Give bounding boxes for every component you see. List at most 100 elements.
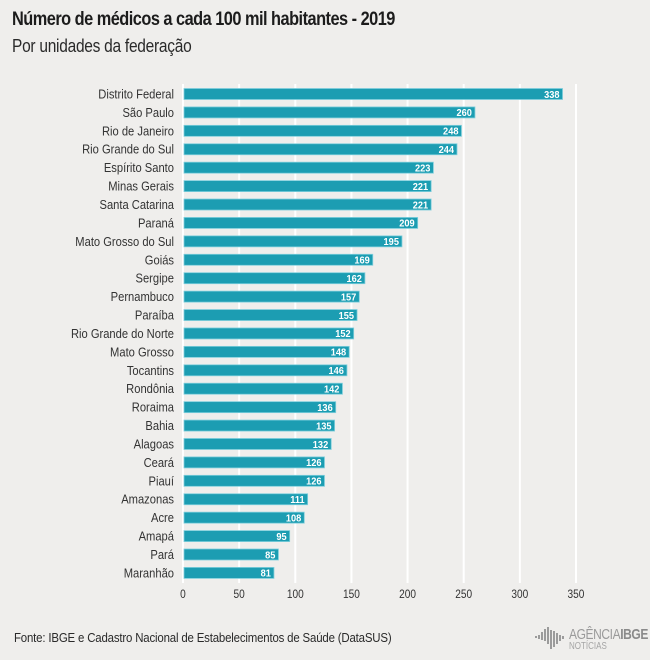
value-label: 85 [265, 550, 276, 562]
bar [183, 290, 360, 303]
x-tick-label: 300 [511, 588, 528, 601]
value-label: 81 [261, 568, 272, 580]
x-axis-ticks: 0 50 100 150 200 250 300 350 [180, 588, 584, 601]
bar [183, 272, 366, 285]
chart-subtitle: Por unidades da federação [12, 36, 192, 56]
category-label: Distrito Federal [98, 87, 174, 102]
bar [183, 124, 462, 137]
bar [183, 309, 358, 321]
category-label: Maranhão [124, 566, 175, 581]
bar [183, 235, 403, 248]
ibge-logo-icon [535, 627, 564, 649]
value-label: 260 [457, 108, 473, 120]
bar [183, 456, 325, 469]
source-note: Fonte: IBGE e Cadastro Nacional de Estab… [14, 630, 392, 645]
bar [183, 401, 337, 414]
bar [183, 364, 348, 377]
category-label: Rio Grande do Sul [82, 142, 174, 157]
bar [183, 161, 434, 174]
value-label: 126 [306, 458, 322, 470]
value-label: 152 [335, 329, 351, 341]
bar [183, 88, 563, 100]
category-label: Alagoas [134, 437, 174, 452]
category-label: Bahia [145, 418, 174, 433]
bar [183, 511, 305, 524]
x-tick-label: 350 [568, 588, 585, 601]
category-label: Acre [151, 510, 174, 525]
bar-chart: Distrito Federal São Paulo Rio de Janeiro R… [71, 84, 584, 601]
value-label: 135 [316, 421, 332, 433]
value-label: 95 [276, 531, 287, 543]
category-label: Ceará [144, 455, 175, 470]
value-label: 146 [329, 366, 345, 378]
category-label: Goiás [145, 252, 174, 267]
value-label: 244 [439, 145, 455, 157]
value-label: 248 [443, 126, 459, 138]
category-label: Sergipe [136, 271, 175, 286]
value-label: 169 [354, 255, 370, 267]
bar [183, 345, 350, 358]
bar [183, 548, 279, 561]
logo-text: AGÊNCIAIBGE [569, 626, 648, 643]
category-label: Minas Gerais [108, 179, 174, 194]
bar [183, 180, 432, 193]
x-tick-label: 200 [399, 588, 416, 601]
value-label: 221 [413, 181, 429, 193]
bar [183, 530, 291, 542]
value-label: 111 [290, 495, 305, 507]
bar [183, 106, 476, 119]
category-label: Mato Grosso [110, 345, 174, 360]
value-label: 132 [313, 439, 329, 451]
value-labels: 338 260 248 244 223 221 221 209 195 169 162 157 155 1… [261, 89, 560, 580]
category-label: Mato Grosso do Sul [75, 234, 174, 249]
logo-noticias-text: NOTÍCIAS [569, 641, 607, 652]
bar [183, 493, 309, 506]
value-label: 126 [306, 476, 322, 488]
category-label: Amapá [139, 529, 175, 544]
category-label: Rondônia [126, 381, 174, 396]
bar [183, 327, 355, 340]
category-label: Pernambuco [111, 289, 175, 304]
bar [183, 419, 335, 432]
bar [183, 253, 374, 266]
value-label: 155 [339, 310, 355, 322]
value-label: 148 [331, 347, 347, 359]
category-labels: Distrito Federal São Paulo Rio de Janeiro R… [71, 87, 175, 581]
bar [183, 567, 275, 579]
bar [183, 217, 419, 229]
x-tick-label: 250 [455, 588, 472, 601]
value-label: 338 [544, 89, 560, 101]
category-label: Paraíba [135, 308, 174, 323]
value-label: 221 [413, 200, 429, 212]
value-label: 157 [341, 292, 357, 304]
category-label: Rio de Janeiro [102, 124, 174, 139]
bars [183, 88, 563, 579]
category-label: Rio Grande do Norte [71, 326, 174, 341]
x-tick-label: 100 [287, 588, 304, 601]
category-label: Tocantins [127, 363, 174, 378]
chart-title: Número de médicos a cada 100 mil habitan… [12, 9, 395, 30]
category-label: Amazonas [121, 492, 174, 507]
value-label: 142 [324, 384, 340, 396]
logo-ibge-text: IBGE [620, 626, 648, 643]
value-label: 223 [415, 163, 431, 175]
bar [183, 382, 343, 395]
value-label: 108 [286, 513, 302, 525]
value-label: 136 [317, 402, 333, 414]
category-label: Roraima [132, 400, 174, 415]
x-tick-label: 150 [343, 588, 360, 601]
bar [183, 474, 325, 487]
value-label: 162 [347, 274, 363, 286]
category-label: Pará [150, 547, 174, 562]
category-label: São Paulo [122, 105, 174, 120]
category-label: Santa Catarina [100, 197, 175, 212]
agencia-ibge-logo: AGÊNCIAIBGE NOTÍCIAS [535, 624, 648, 654]
bar [183, 438, 332, 450]
value-label: 209 [399, 218, 415, 230]
category-label: Paraná [138, 216, 174, 231]
category-label: Espírito Santo [104, 160, 174, 175]
bar [183, 198, 432, 211]
logo-agencia-text: AGÊNCIA [569, 626, 621, 643]
bar [183, 143, 458, 156]
x-tick-label: 0 [180, 588, 186, 601]
